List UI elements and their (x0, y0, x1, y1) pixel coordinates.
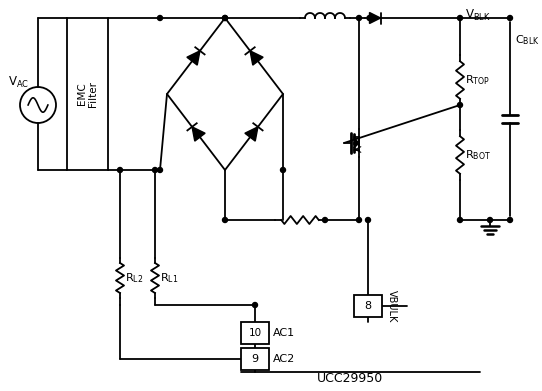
Bar (354, 295, 382, 317)
Circle shape (457, 102, 462, 108)
Circle shape (367, 16, 372, 20)
Polygon shape (370, 13, 380, 23)
Text: VBULK: VBULK (387, 290, 397, 322)
Bar (67, 18, 108, 170)
Text: AC1: AC1 (273, 328, 295, 338)
Circle shape (281, 167, 286, 172)
Circle shape (457, 16, 462, 20)
Circle shape (223, 16, 228, 20)
Text: $\mathregular{R_{L1}}$: $\mathregular{R_{L1}}$ (160, 271, 178, 285)
Circle shape (507, 217, 513, 222)
Text: EMC
Filter: EMC Filter (77, 81, 98, 107)
Circle shape (223, 217, 228, 222)
Circle shape (322, 217, 327, 222)
Circle shape (253, 303, 257, 307)
Circle shape (457, 217, 462, 222)
Circle shape (158, 167, 163, 172)
Text: 8: 8 (364, 301, 372, 311)
Circle shape (487, 217, 493, 222)
Polygon shape (192, 127, 205, 141)
Polygon shape (245, 127, 258, 141)
Circle shape (152, 167, 158, 172)
Text: 10: 10 (248, 328, 262, 338)
Text: UCC29950: UCC29950 (317, 371, 383, 384)
Circle shape (223, 16, 228, 20)
Circle shape (158, 16, 163, 20)
Polygon shape (250, 51, 263, 65)
Text: 9: 9 (251, 354, 259, 364)
Circle shape (357, 217, 362, 222)
Bar (241, 348, 269, 370)
Polygon shape (354, 138, 359, 148)
Circle shape (357, 16, 362, 20)
Bar (241, 322, 269, 344)
Circle shape (118, 167, 122, 172)
Text: $\mathregular{R_{TOP}}$: $\mathregular{R_{TOP}}$ (465, 73, 490, 87)
Text: $\mathregular{R_{BOT}}$: $\mathregular{R_{BOT}}$ (465, 148, 491, 162)
Text: $\mathregular{R_{L2}}$: $\mathregular{R_{L2}}$ (125, 271, 143, 285)
Text: $\mathregular{C_{BLK}}$: $\mathregular{C_{BLK}}$ (515, 33, 540, 47)
Polygon shape (187, 51, 200, 65)
Text: $\mathregular{V_{BLK}}$: $\mathregular{V_{BLK}}$ (465, 8, 491, 23)
Text: AC2: AC2 (273, 354, 295, 364)
Circle shape (365, 217, 371, 222)
Circle shape (507, 16, 513, 20)
Text: $\mathregular{V_{AC}}$: $\mathregular{V_{AC}}$ (8, 74, 29, 90)
